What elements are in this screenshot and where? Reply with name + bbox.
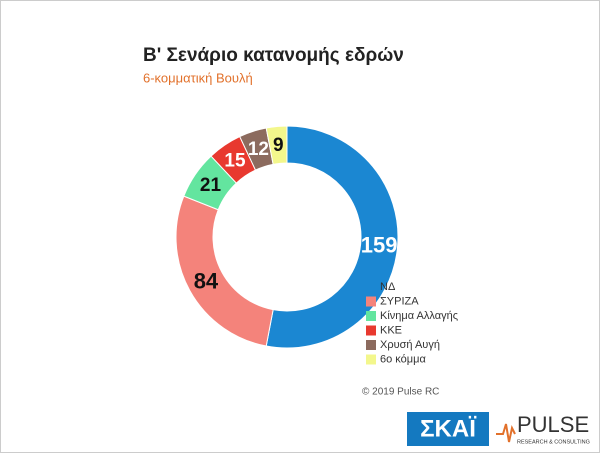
pulse-tagline: RESEARCH & CONSULTING: [517, 439, 590, 445]
legend-swatch: [366, 311, 376, 321]
skai-logo: [407, 412, 489, 446]
skai-logo-text: ΣΚΑΪ: [420, 415, 477, 442]
legend-label: Χρυσή Αυγή: [380, 339, 440, 351]
donut-slice: [265, 125, 399, 349]
data-label: 21: [200, 175, 222, 196]
chart-subtitle: 6-κομματική Βουλή: [143, 70, 253, 85]
legend-label: ΣΥΡΙΖΑ: [380, 295, 419, 307]
legend-swatch: [366, 296, 376, 307]
legend-swatch: [366, 325, 376, 336]
data-label: 12: [248, 139, 269, 160]
legend-label: 6ο κόμμα: [380, 353, 426, 365]
pulse-icon: [496, 423, 516, 443]
data-label: 15: [224, 151, 246, 172]
legend-swatch: [366, 282, 376, 292]
data-label: 159: [361, 233, 398, 258]
data-label: 9: [273, 135, 284, 156]
legend-label: ΝΔ: [380, 281, 396, 293]
legend-swatch: [366, 354, 376, 365]
legend-swatch: [366, 340, 376, 350]
legend-label: ΚΚΕ: [380, 324, 402, 336]
donut-slice: [265, 125, 288, 165]
data-label: 84: [194, 268, 219, 293]
pulse-logo-text: PULSE: [517, 412, 589, 437]
chart-title: Β' Σενάριο κατανομής εδρών: [143, 45, 404, 66]
legend-label: Κίνημα Αλλαγής: [380, 310, 458, 322]
copyright: © 2019 Pulse RC: [362, 387, 439, 398]
